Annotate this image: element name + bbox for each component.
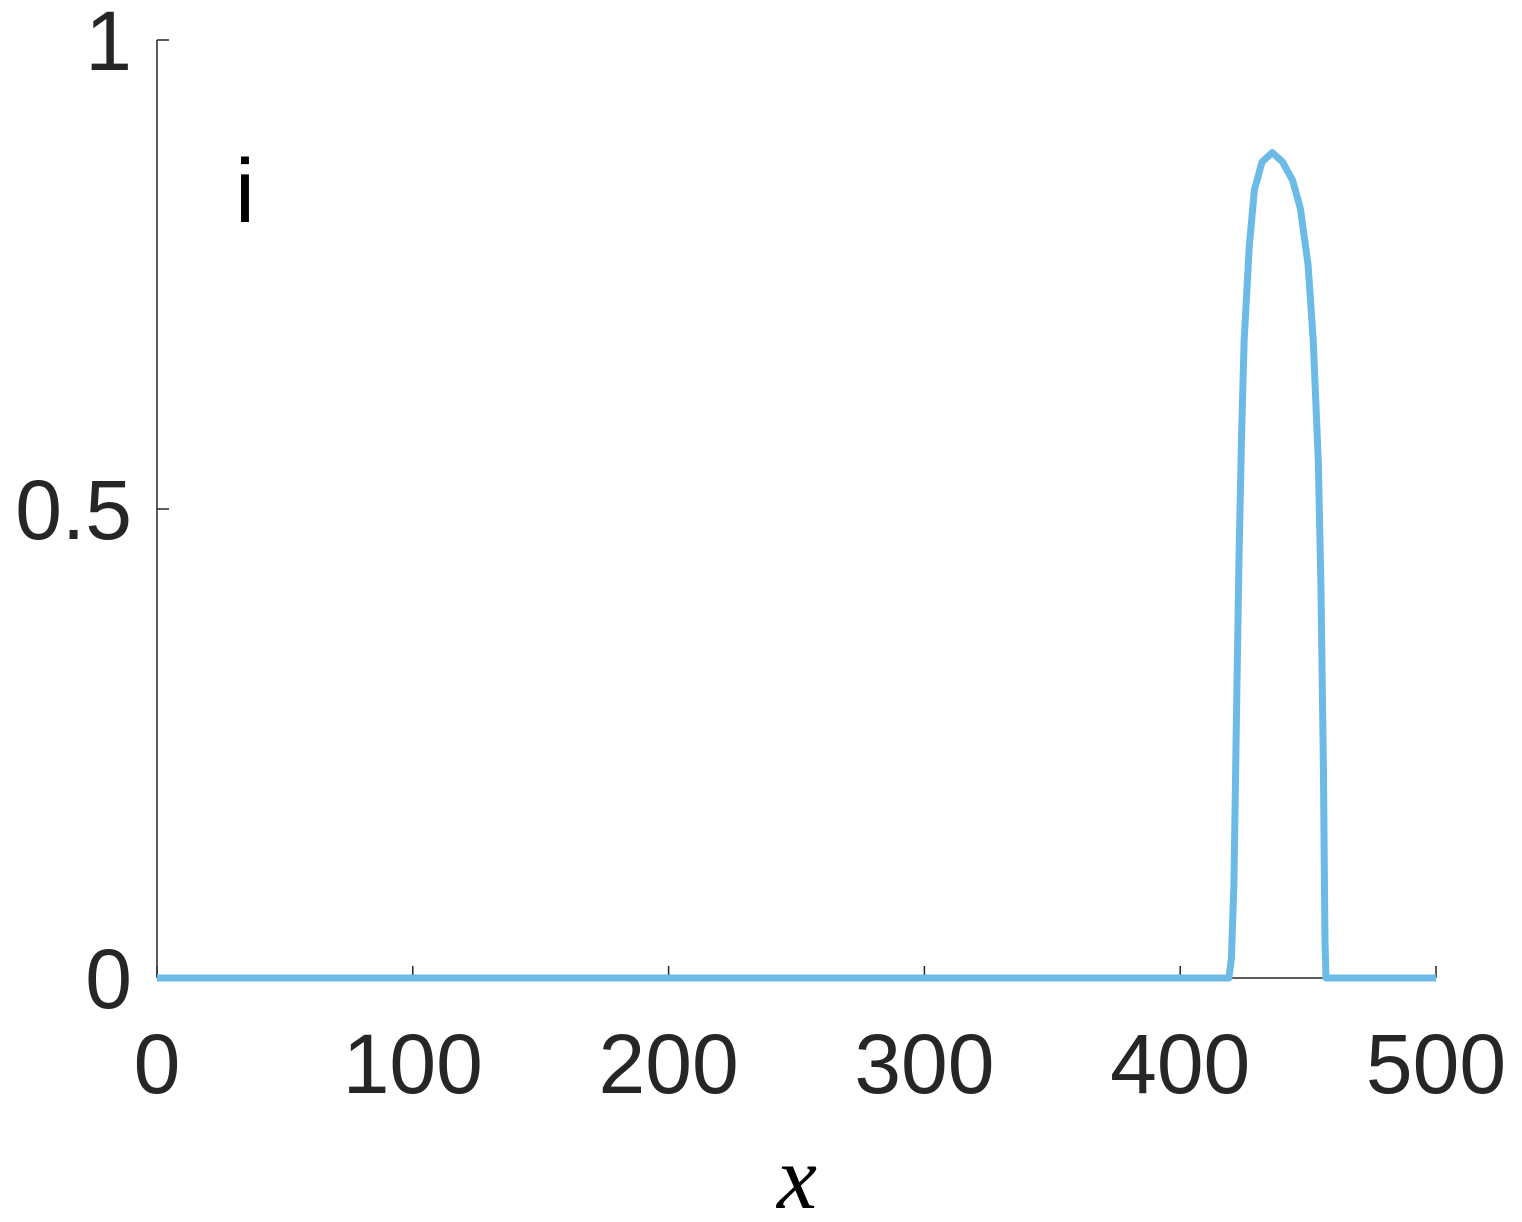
x-tick-label: 500 — [1366, 1017, 1506, 1111]
line-series — [157, 149, 1436, 982]
x-tick-label: 300 — [854, 1017, 994, 1111]
annotation: i — [235, 142, 255, 242]
x-tick-label: 400 — [1110, 1017, 1250, 1111]
x-tick-label: 100 — [343, 1017, 483, 1111]
x-tick-label: 0 — [134, 1017, 181, 1111]
y-tick-label: 1 — [85, 0, 132, 88]
x-tick-label: 200 — [599, 1017, 739, 1111]
x-axis-label: x — [775, 1129, 817, 1222]
y-tick-label: 0.5 — [15, 463, 132, 557]
y-tick-label: 0 — [85, 932, 132, 1026]
